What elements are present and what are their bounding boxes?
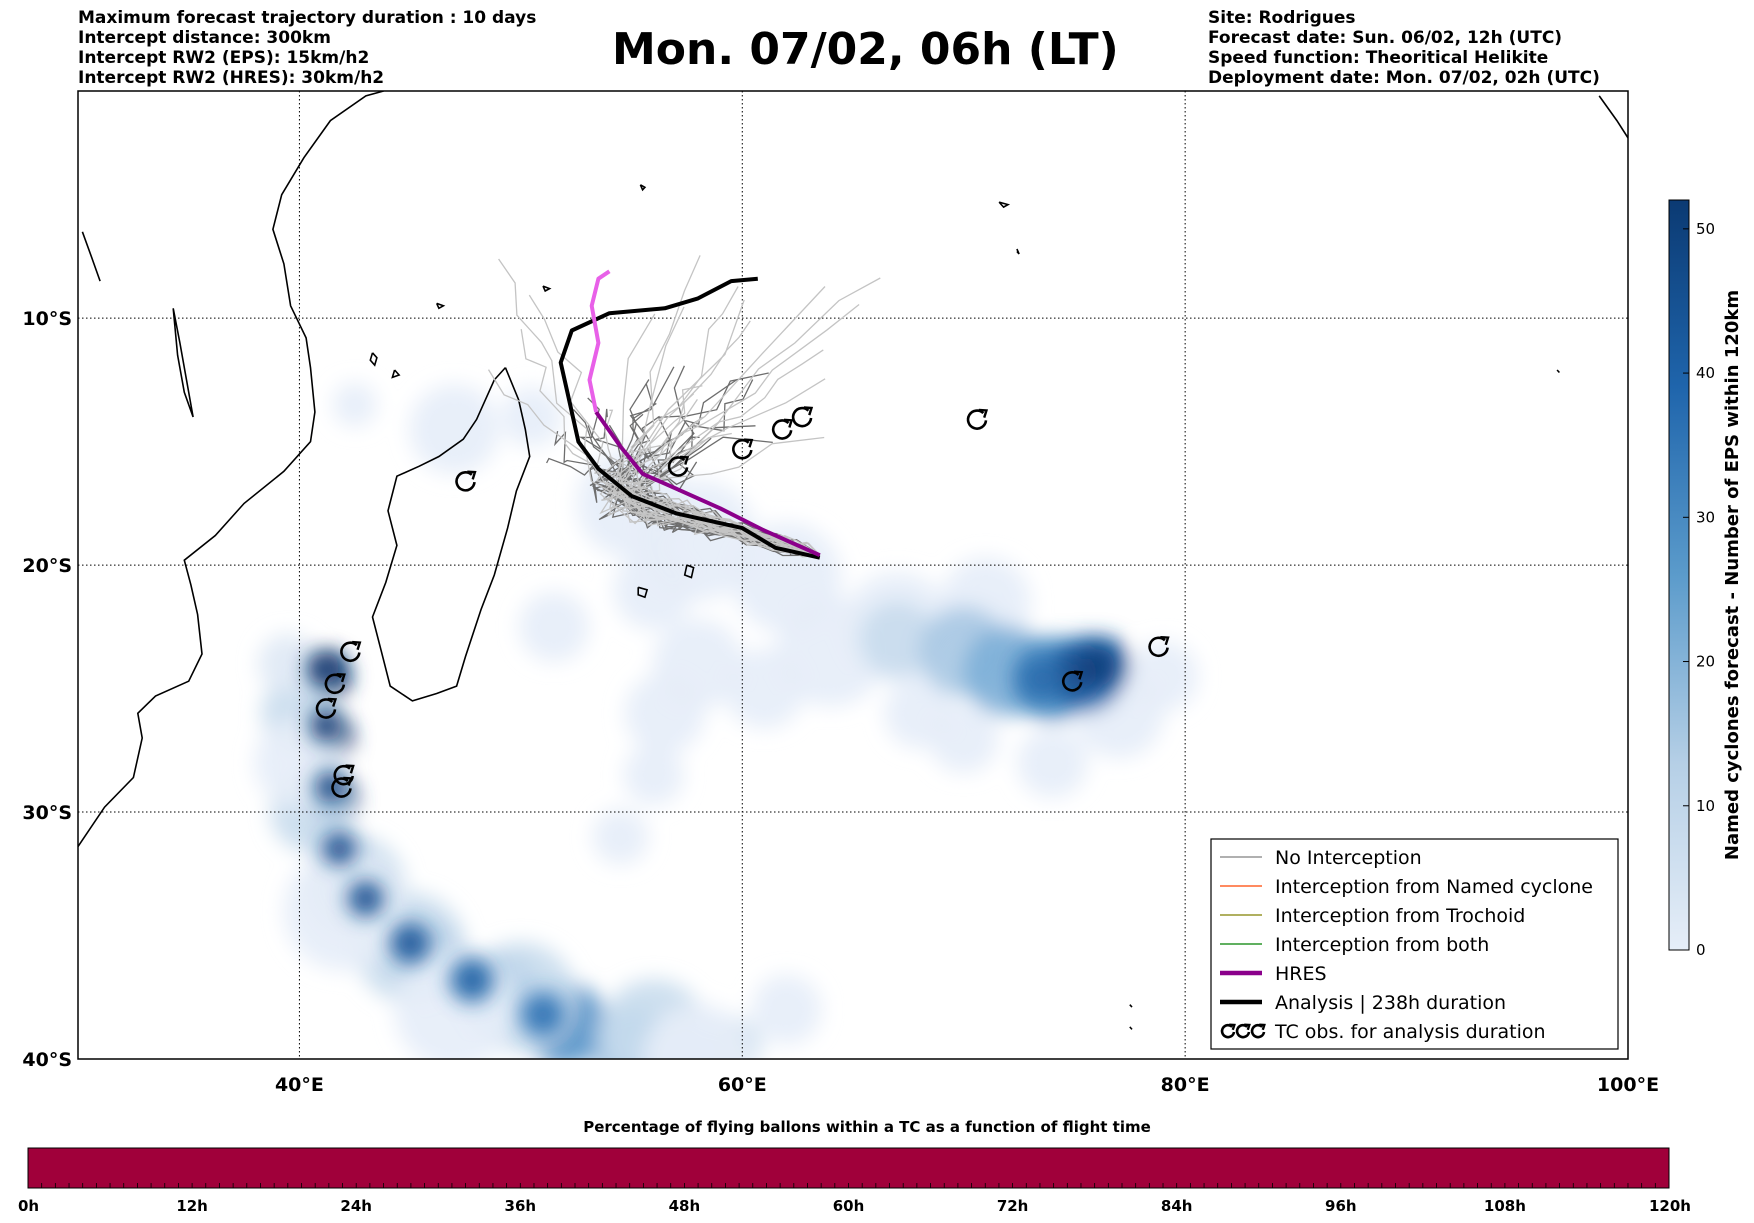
lat-tick-label: 30°S <box>22 802 72 824</box>
legend-label: Interception from Named cyclone <box>1275 876 1593 898</box>
legend-label: HRES <box>1275 963 1327 985</box>
header-max-duration: Maximum forecast trajectory duration : 1… <box>78 8 537 28</box>
percentage-bar-title: Percentage of flying ballons within a TC… <box>583 1118 1151 1136</box>
legend-entry: Interception from Named cyclone <box>1220 876 1593 898</box>
legend-label: No Interception <box>1275 847 1422 869</box>
tc-observation-icon <box>315 697 338 719</box>
tc-observation-icon <box>455 470 477 492</box>
header-intercept-distance: Intercept distance: 300km <box>78 28 331 48</box>
legend-label: Interception from both <box>1275 934 1489 956</box>
header-info-left: Maximum forecast trajectory duration : 1… <box>78 8 536 88</box>
map-frame <box>77 90 1629 1060</box>
header-forecast-date: Forecast date: Sun. 06/02, 12h (UTC) <box>1208 28 1563 48</box>
percentage-tick-label: 108h <box>1484 1197 1526 1215</box>
tc-observation-icon <box>791 406 814 428</box>
cyclone-density-field <box>254 382 1198 1059</box>
percentage-tick-label: 12h <box>176 1197 208 1215</box>
legend-entry: TC obs. for analysis duration <box>1220 1021 1546 1043</box>
percentage-tick-label: 24h <box>340 1197 372 1215</box>
colorbar-tick-label: 10 <box>1696 797 1715 815</box>
colorbar-tick-label: 30 <box>1696 508 1715 526</box>
lat-tick-label: 20°S <box>22 555 72 577</box>
percentage-bar-fill <box>27 1147 1670 1189</box>
percentage-tick-label: 84h <box>1161 1197 1193 1215</box>
lon-tick-label: 60°E <box>718 1074 767 1096</box>
legend-entry: No Interception <box>1220 847 1422 869</box>
header-speed-function: Speed function: Theoritical Helikite <box>1208 48 1549 68</box>
colorbar: 0 10 20 30 40 50 Named cyclones forecast - Nu… <box>1668 199 1743 959</box>
percentage-tick-label: 96h <box>1325 1197 1357 1215</box>
percentage-tick-label: 72h <box>997 1197 1029 1215</box>
tc-observation-icon <box>1220 1023 1236 1039</box>
colorbar-label: Named cyclones forecast - Number of EPS … <box>1722 290 1743 860</box>
lat-tick-label: 40°S <box>22 1049 72 1071</box>
percentage-tick-label: 120h <box>1649 1197 1691 1215</box>
colorbar-tick-label: 0 <box>1696 941 1706 959</box>
tc-observation-icon <box>966 408 989 430</box>
legend: No Interception Interception from Named c… <box>1210 838 1619 1050</box>
tc-observation-icon <box>340 640 362 662</box>
header-deployment-date: Deployment date: Mon. 07/02, 02h (UTC) <box>1208 68 1600 88</box>
percentage-bar: Percentage of flying ballons within a TC… <box>18 1118 1691 1215</box>
legend-entry: Interception from Trochoid <box>1220 905 1525 927</box>
percentage-tick-label: 48h <box>669 1197 701 1215</box>
tc-observation-icon <box>667 455 690 477</box>
page-title: Mon. 07/02, 06h (LT) <box>612 24 1119 75</box>
tc-observation-icon <box>771 418 794 440</box>
tc-observation-icon <box>1061 670 1084 692</box>
legend-box <box>1210 838 1619 1050</box>
legend-entry: Analysis | 238h duration <box>1220 992 1506 1014</box>
tc-observation-icon <box>1148 635 1170 658</box>
header-intercept-eps: Intercept RW2 (EPS): 15km/h2 <box>78 48 370 68</box>
colorbar-ramp <box>1668 199 1690 951</box>
lon-tick-label: 80°E <box>1161 1074 1210 1096</box>
legend-label: Interception from Trochoid <box>1275 905 1525 927</box>
header-info-right: Site: Rodrigues Forecast date: Sun. 06/0… <box>1208 8 1600 88</box>
latitude-tick-labels: 10°S 20°S 30°S 40°S <box>22 308 72 1071</box>
legend-label: Analysis | 238h duration <box>1275 992 1506 1014</box>
tc-observation-icon <box>1250 1023 1266 1039</box>
lon-tick-label: 100°E <box>1597 1074 1659 1096</box>
tc-observation-icon <box>324 673 346 695</box>
tc-observations <box>315 406 1170 798</box>
legend-label: TC obs. for analysis duration <box>1274 1021 1546 1043</box>
tc-observation-icon <box>1235 1023 1251 1039</box>
lon-tick-label: 40°E <box>275 1074 324 1096</box>
legend-entry: Interception from both <box>1220 934 1489 956</box>
coastlines <box>78 91 1628 1030</box>
header-site: Site: Rodrigues <box>1208 8 1356 28</box>
lat-tick-label: 10°S <box>22 308 72 330</box>
percentage-tick-label: 36h <box>505 1197 537 1215</box>
eps-trajectories <box>487 255 881 558</box>
colorbar-tick-label: 40 <box>1696 364 1715 382</box>
header-intercept-hres: Intercept RW2 (HRES): 30km/h2 <box>78 68 385 88</box>
longitude-tick-labels: 40°E 60°E 80°E 100°E <box>275 1074 1659 1096</box>
colorbar-tick-label: 50 <box>1696 220 1715 238</box>
tracks <box>558 269 821 560</box>
percentage-tick-label: 0h <box>18 1197 39 1215</box>
legend-entry: HRES <box>1220 963 1327 985</box>
map-gridlines <box>78 91 1628 1059</box>
tc-observation-icon <box>331 776 353 798</box>
percentage-tick-label: 60h <box>833 1197 865 1215</box>
colorbar-tick-label: 20 <box>1696 653 1715 671</box>
tc-observation-icon <box>732 438 754 460</box>
